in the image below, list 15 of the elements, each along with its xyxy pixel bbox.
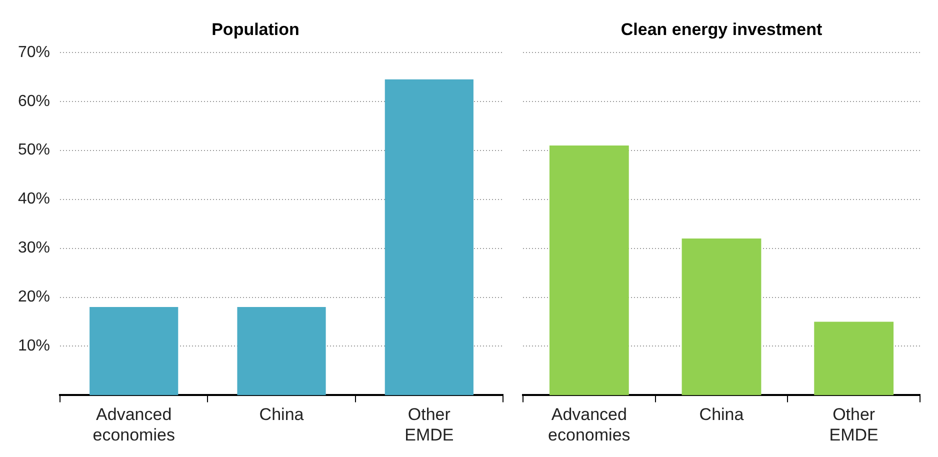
y-tick-label: 70% — [18, 44, 50, 61]
x-tick-label: Advanced economies — [92, 405, 175, 444]
x-tick-label: Other EMDE — [404, 405, 454, 444]
x-tick-label: Advanced economies — [548, 405, 630, 444]
chart-title: Clean energy investment — [620, 20, 822, 39]
y-tick-label: 50% — [18, 142, 50, 159]
x-tick-label: China — [259, 405, 304, 424]
y-tick-label: 20% — [18, 288, 50, 306]
x-tick-label: China — [699, 405, 744, 424]
chart-title: Population — [212, 20, 300, 39]
y-tick-label: 30% — [18, 240, 50, 257]
y-tick-label: 10% — [18, 338, 50, 355]
y-tick-label: 40% — [18, 190, 50, 208]
x-tick-label: Other EMDE — [829, 405, 878, 444]
y-tick-label: 60% — [18, 92, 50, 110]
